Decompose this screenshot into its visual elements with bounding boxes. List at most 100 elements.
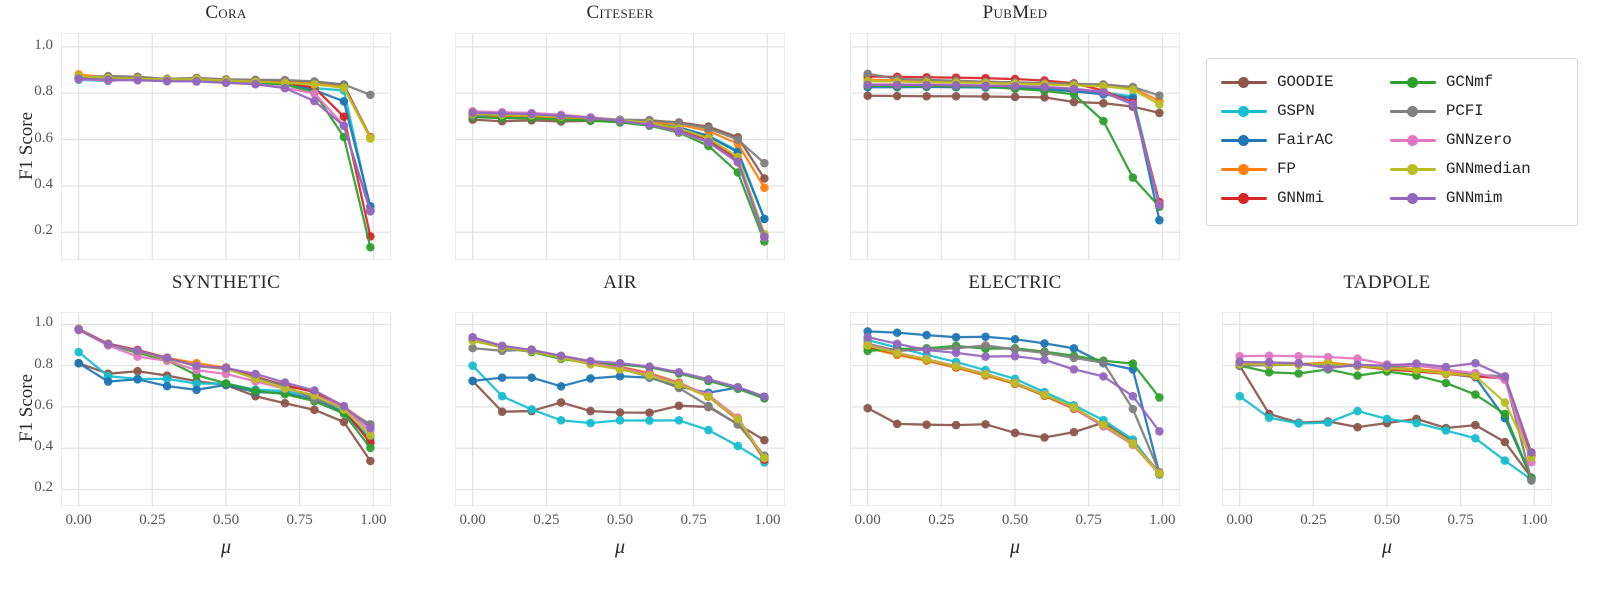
series-gnnmim	[863, 332, 1164, 436]
gridlines	[455, 33, 785, 260]
x-tick-label: 0.50	[606, 512, 634, 528]
x-tick-label: 1.00	[1149, 512, 1176, 528]
subplot-title: Cora	[205, 2, 247, 23]
y-tick-label: 0.6	[34, 396, 53, 413]
x-tick-label: 0.00	[459, 512, 486, 528]
x-tick-label: 0.25	[928, 512, 955, 528]
series-gnnmim	[468, 332, 769, 401]
series-gnnmim	[1235, 357, 1536, 457]
subplot-citeseer: Citeseer	[395, 2, 845, 320]
legend-label: GNNmim	[1445, 189, 1503, 207]
y-tick-label: 0.8	[34, 83, 53, 100]
x-tick-label: 0.00	[1226, 512, 1253, 528]
y-tick-label: 0.2	[34, 479, 53, 496]
x-axis-label: μ	[614, 536, 626, 558]
subplot-cora: Cora 1.0 0.8 0.6 0.4 0.2 F1 Score	[1, 2, 451, 320]
y-tick-label: 1.0	[34, 36, 53, 53]
x-tick-label: 1.00	[1521, 512, 1548, 528]
x-tick-label: 0.50	[1373, 512, 1401, 528]
legend: GOODIE GCNmf GSPN PCFI FairAC GNNzero FP GNNmed…	[1206, 58, 1578, 226]
y-axis-label: F1 Score	[16, 373, 37, 443]
x-tick-label: 0.75	[286, 512, 313, 528]
series-gnnmim	[74, 325, 375, 433]
plot-area	[61, 312, 391, 506]
series-gnnmim	[74, 74, 375, 216]
gridlines	[850, 312, 1180, 506]
legend-swatch-icon	[1389, 191, 1436, 205]
legend-swatch-icon	[1389, 162, 1436, 176]
x-tick-label: 0.75	[1447, 512, 1474, 528]
x-axis-label: μ	[1381, 536, 1393, 558]
legend-label: GNNzero	[1445, 131, 1512, 149]
legend-item-gspn[interactable]: GSPN	[1221, 98, 1366, 124]
x-tick-label: 0.75	[1075, 512, 1102, 528]
x-tick-label: 0.00	[65, 512, 92, 528]
y-tick-label: 0.4	[34, 175, 53, 192]
legend-label: GNNmedian	[1445, 160, 1531, 178]
legend-item-goodie[interactable]: GOODIE	[1221, 69, 1366, 95]
legend-item-gnnzero[interactable]: GNNzero	[1389, 127, 1563, 153]
subplot-title: AIR	[603, 272, 637, 293]
legend-swatch-icon	[1221, 162, 1267, 176]
x-tick-label: 0.25	[533, 512, 560, 528]
series-gnnmim	[468, 108, 769, 241]
x-tick-label: 0.50	[1001, 512, 1029, 528]
legend-swatch-icon	[1221, 104, 1267, 118]
legend-item-gnnmedian[interactable]: GNNmedian	[1389, 156, 1563, 182]
x-tick-label: 1.00	[360, 512, 387, 528]
series-gspn	[1235, 391, 1536, 484]
legend-item-gnnmim[interactable]: GNNmim	[1389, 185, 1563, 211]
legend-label: PCFI	[1445, 102, 1484, 120]
legend-item-fp[interactable]: FP	[1221, 156, 1366, 182]
subplot-title: PubMed	[982, 2, 1048, 23]
legend-item-pcfi[interactable]: PCFI	[1389, 98, 1563, 124]
legend-item-gnnmi[interactable]: GNNmi	[1221, 185, 1366, 211]
series-goodie	[863, 91, 1164, 118]
y-tick-label: 1.0	[34, 314, 53, 331]
subplot-title: ELECTRIC	[968, 272, 1062, 293]
subplot-synthetic: SYNTHETIC 1.0 0.8 0.6 0.4 0.2 F1 Score 0.00 0.25…	[1, 272, 451, 566]
subplot-tadpole: TADPOLE 0.00 0.25 0.50 0.75 1.00 μ	[1162, 272, 1600, 566]
x-tick-label: 1.00	[754, 512, 781, 528]
y-tick-label: 0.2	[34, 222, 53, 239]
subplot-air: AIR 0.00 0.25 0.50 0.75 1.00 μ	[395, 272, 845, 566]
legend-item-gcnmf[interactable]: GCNmf	[1389, 69, 1563, 95]
legend-swatch-icon	[1221, 75, 1267, 89]
subplot-title: TADPOLE	[1343, 272, 1431, 293]
y-tick-label: 0.8	[34, 355, 53, 372]
subplot-pubmed: PubMed	[790, 2, 1240, 320]
x-tick-label: 0.25	[1300, 512, 1327, 528]
subplot-title: Citeseer	[586, 2, 654, 23]
legend-swatch-icon	[1221, 133, 1267, 147]
y-tick-label: 0.4	[34, 438, 53, 455]
subplot-title: SYNTHETIC	[171, 272, 281, 293]
legend-swatch-icon	[1221, 191, 1267, 205]
legend-swatch-icon	[1389, 133, 1436, 147]
plot-area	[455, 33, 785, 260]
plot-area	[850, 312, 1180, 506]
legend-swatch-icon	[1389, 75, 1436, 89]
series-gnnmim	[863, 80, 1164, 210]
x-tick-label: 0.75	[680, 512, 707, 528]
legend-item-fairac[interactable]: FairAC	[1221, 127, 1366, 153]
x-tick-label: 0.50	[212, 512, 240, 528]
legend-label: FairAC	[1277, 131, 1334, 149]
gridlines	[61, 33, 391, 260]
plot-area	[850, 33, 1180, 260]
y-tick-label: 0.6	[34, 129, 53, 146]
legend-label: GCNmf	[1445, 73, 1493, 91]
x-axis-label: μ	[220, 536, 232, 558]
legend-label: FP	[1277, 160, 1296, 178]
legend-swatch-icon	[1389, 104, 1436, 118]
plot-area	[1222, 312, 1552, 506]
x-axis-label: μ	[1009, 536, 1021, 558]
series-gspn	[468, 361, 769, 467]
plot-area	[61, 33, 391, 260]
x-tick-label: 0.25	[139, 512, 166, 528]
plot-area	[455, 312, 785, 506]
x-tick-label: 0.00	[854, 512, 881, 528]
legend-label: GOODIE	[1277, 73, 1334, 91]
series-gnnmedian	[863, 341, 1164, 478]
legend-label: GSPN	[1277, 102, 1315, 120]
